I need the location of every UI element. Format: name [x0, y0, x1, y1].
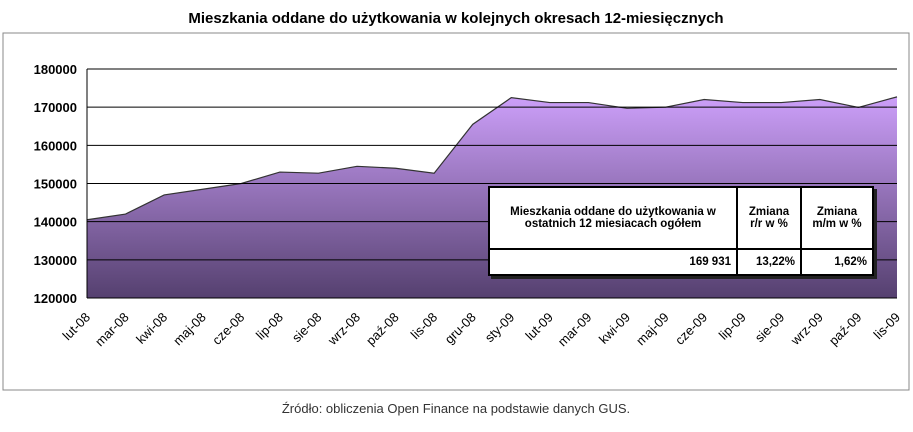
x-tick-label: sty-09 — [482, 310, 518, 346]
x-tick-label: wrz-09 — [787, 310, 826, 349]
x-tick-label: sie-09 — [752, 310, 788, 346]
x-tick-label: lis-08 — [408, 310, 441, 343]
y-tick-label: 150000 — [34, 177, 77, 192]
x-tick-label: sie-08 — [289, 310, 325, 346]
x-tick-label: wrz-08 — [324, 310, 363, 349]
y-tick-label: 180000 — [34, 62, 77, 77]
y-tick-label: 160000 — [34, 138, 77, 153]
y-tick-label: 120000 — [34, 291, 77, 306]
table-cell: 13,22% — [736, 248, 802, 276]
source-note: Źródło: obliczenia Open Finance na podst… — [282, 401, 630, 416]
x-tick-label: mar-09 — [555, 310, 595, 350]
x-tick-label: lut-09 — [522, 310, 556, 344]
table-header: Zmiana r/r w % — [736, 186, 802, 250]
x-tick-label: maj-09 — [633, 310, 672, 349]
chart-frame — [2, 32, 910, 391]
x-tick-label: mar-08 — [92, 310, 132, 350]
chart-title: Mieszkania oddane do użytkowania w kolej… — [188, 10, 723, 27]
x-tick-label: maj-08 — [170, 310, 209, 349]
table-header: Zmiana m/m w % — [800, 186, 874, 250]
x-tick-label: kwi-08 — [133, 310, 170, 347]
table-header: Mieszkania oddane do użytkowania w ostat… — [488, 186, 738, 250]
y-tick-label: 170000 — [34, 100, 77, 115]
x-tick-label: paź-08 — [363, 310, 402, 349]
y-tick-label: 140000 — [34, 215, 77, 230]
table-cell: 1,62% — [800, 248, 874, 276]
area-line — [86, 96, 898, 221]
x-tick-label: paź-09 — [826, 310, 865, 349]
x-tick-label: lip-09 — [716, 310, 749, 343]
x-tick-label: cze-08 — [209, 310, 247, 348]
x-tick-label: gru-08 — [442, 310, 479, 347]
x-tick-label: cze-09 — [672, 310, 710, 348]
table-cell: 169 931 — [488, 248, 738, 276]
x-tick-label: lis-09 — [871, 310, 904, 343]
summary-table: Mieszkania oddane do użytkowania w ostat… — [488, 186, 874, 276]
y-tick-label: 130000 — [34, 253, 77, 268]
x-tick-label: lip-08 — [253, 310, 286, 343]
x-tick-label: lut-08 — [60, 310, 94, 344]
x-tick-label: kwi-09 — [596, 310, 633, 347]
